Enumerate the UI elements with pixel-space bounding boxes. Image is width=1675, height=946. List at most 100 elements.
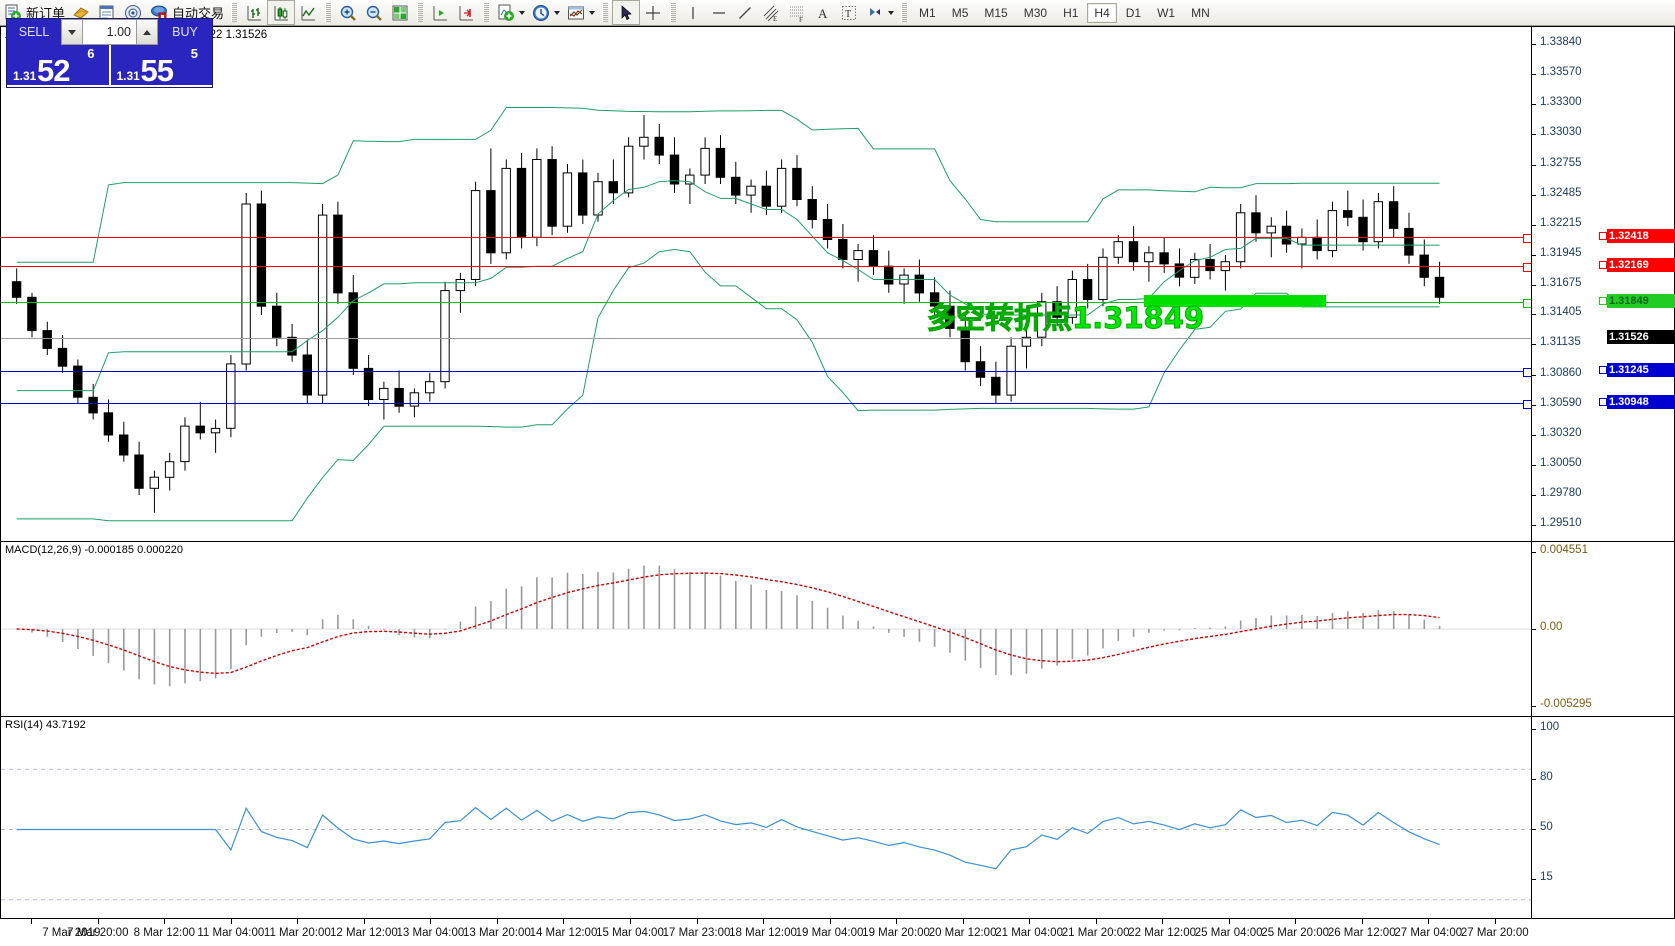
expert-advisor-button[interactable] bbox=[68, 1, 94, 24]
time-tick bbox=[1228, 919, 1230, 924]
timeframe-m5[interactable]: M5 bbox=[951, 5, 969, 20]
price-axis[interactable]: 1.33840 1.33570 1.33300 1.33030 1.32755 1.324… bbox=[1531, 27, 1674, 541]
autotrading-button[interactable]: 自动交易 bbox=[146, 1, 227, 24]
new-chart-icon bbox=[496, 3, 516, 23]
toolbar-separator bbox=[483, 3, 490, 22]
sell-button[interactable]: SELL bbox=[7, 19, 61, 45]
timeframe-m15[interactable]: M15 bbox=[984, 5, 1008, 20]
tile-windows-button[interactable] bbox=[387, 1, 413, 24]
support-line-1[interactable] bbox=[1, 368, 1531, 377]
templates-button[interactable] bbox=[563, 1, 598, 24]
time-label: 13 Mar 20:00 bbox=[463, 927, 531, 939]
time-label: 14 Mar 12:00 bbox=[529, 927, 598, 939]
timeframe-mn[interactable]: MN bbox=[1191, 5, 1210, 20]
vertical-line-button[interactable] bbox=[680, 1, 706, 24]
zoom-out-button[interactable] bbox=[361, 1, 387, 24]
time-label: 11 Mar 20:00 bbox=[263, 927, 331, 939]
time-tick bbox=[297, 919, 299, 924]
fibonacci-button[interactable]: F bbox=[784, 1, 810, 24]
volume-decrement-button[interactable] bbox=[61, 19, 83, 45]
auto-scroll-button[interactable] bbox=[453, 1, 479, 24]
new-chart-dropdown-arrow[interactable] bbox=[519, 10, 526, 15]
time-label: 27 Mar 04:00 bbox=[1394, 927, 1463, 939]
bid-price-box[interactable]: 1.31 52 6 bbox=[7, 45, 111, 88]
price-tag-resistance-1[interactable]: 1.32418 bbox=[1599, 229, 1675, 243]
equidistant-channel-button[interactable]: E bbox=[758, 1, 784, 24]
time-tick bbox=[164, 919, 166, 924]
buy-button[interactable]: BUY bbox=[158, 19, 212, 45]
period-button[interactable] bbox=[528, 1, 563, 24]
one-click-trading-panel[interactable]: SELL 1.00 BUY 1.31 52 6 1.31 55 5 bbox=[6, 18, 213, 88]
highlight-rectangle[interactable] bbox=[1144, 295, 1326, 307]
timeframe-h1[interactable]: H1 bbox=[1063, 5, 1079, 20]
macd-pane[interactable]: MACD(12,26,9) -0.000185 0.000220 0.00455… bbox=[1, 542, 1674, 717]
price-tag-support-2[interactable]: 1.30948 bbox=[1599, 395, 1675, 409]
resistance-line-2[interactable] bbox=[1, 263, 1531, 272]
timeframe-d1[interactable]: D1 bbox=[1125, 5, 1142, 20]
time-label: 25 Mar 20:00 bbox=[1261, 927, 1330, 939]
ask-price-box[interactable]: 1.31 55 5 bbox=[110, 45, 212, 88]
text-icon: A bbox=[813, 3, 833, 23]
price-tag-pivot[interactable]: 1.31849 bbox=[1599, 294, 1675, 308]
chart-window[interactable]: GBPUSD-,H4 1.31737 1.31880 1.31522 1.315… bbox=[0, 26, 1675, 946]
time-tick bbox=[563, 919, 565, 924]
vertical-line-icon bbox=[683, 3, 703, 23]
shapes-button[interactable] bbox=[862, 1, 897, 24]
chart-annotation-text[interactable]: 多空转折点1.31849 bbox=[926, 301, 1205, 336]
volume-increment-button[interactable] bbox=[136, 19, 158, 45]
shapes-dropdown-arrow[interactable] bbox=[888, 10, 895, 15]
timeframe-h4[interactable]: H4 bbox=[1087, 2, 1117, 23]
time-label: 12 Mar 12:00 bbox=[330, 927, 398, 939]
resistance-line-1[interactable] bbox=[1, 234, 1531, 243]
time-tick bbox=[1162, 919, 1164, 924]
pivot-line[interactable] bbox=[1, 299, 1531, 308]
timeframe-m30[interactable]: M30 bbox=[1023, 5, 1048, 20]
data-window-button[interactable] bbox=[94, 1, 120, 24]
macd-label: MACD(12,26,9) -0.000185 0.000220 bbox=[5, 544, 183, 556]
bar-chart-icon bbox=[244, 3, 264, 23]
timeframe-w1[interactable]: W1 bbox=[1157, 5, 1176, 20]
rsi-plot-area[interactable] bbox=[1, 717, 1531, 945]
line-chart-button[interactable] bbox=[295, 1, 321, 24]
expert-advisor-icon bbox=[71, 3, 91, 23]
price-tag-support-1[interactable]: 1.31245 bbox=[1599, 363, 1675, 377]
toolbar-separator bbox=[417, 3, 424, 22]
horizontal-line-button[interactable] bbox=[706, 1, 732, 24]
time-label: 19 Mar 20:00 bbox=[862, 927, 930, 939]
trendline-button[interactable] bbox=[732, 1, 758, 24]
zoom-in-button[interactable] bbox=[335, 1, 361, 24]
volume-field[interactable]: 1.00 bbox=[61, 19, 158, 45]
templates-dropdown-arrow[interactable] bbox=[589, 10, 596, 15]
bar-chart-button[interactable] bbox=[241, 1, 267, 24]
time-label: 25 Mar 04:00 bbox=[1194, 927, 1263, 939]
auto-scroll-icon bbox=[456, 3, 476, 23]
shift-end-button[interactable] bbox=[427, 1, 453, 24]
price-chart-svg bbox=[11, 107, 1445, 522]
cursor-button[interactable] bbox=[612, 0, 641, 25]
price-tag-last-price: 1.31526 bbox=[1607, 330, 1675, 344]
rsi-pane[interactable]: RSI(14) 43.7192 1008050150 bbox=[1, 717, 1674, 945]
crosshair-button[interactable] bbox=[640, 1, 666, 24]
timeframe-group: M1 M5 M15 M30 H1 H4 D1 W1 MN bbox=[911, 2, 1218, 23]
text-button[interactable]: A bbox=[810, 1, 836, 24]
price-tag-resistance-2[interactable]: 1.32169 bbox=[1599, 258, 1675, 272]
volume-value[interactable]: 1.00 bbox=[83, 19, 136, 45]
new-chart-button[interactable] bbox=[493, 1, 528, 24]
timeframe-m1[interactable]: M1 bbox=[919, 5, 936, 20]
time-label: 27 Mar 20:00 bbox=[1460, 927, 1529, 939]
ask-big-digits: 55 bbox=[140, 53, 174, 88]
price-plot-area[interactable]: 多空转折点1.31849 bbox=[1, 27, 1531, 541]
period-dropdown-arrow[interactable] bbox=[554, 10, 561, 15]
main-toolbar: 新订单 bbox=[0, 0, 1675, 26]
navigator-button[interactable] bbox=[120, 1, 146, 24]
candlestick-chart-button[interactable] bbox=[267, 0, 296, 25]
macd-plot-area[interactable] bbox=[1, 542, 1531, 716]
text-label-button[interactable]: T bbox=[836, 1, 862, 24]
price-pane[interactable]: GBPUSD-,H4 1.31737 1.31880 1.31522 1.315… bbox=[1, 27, 1674, 542]
cursor-icon bbox=[616, 3, 636, 23]
toolbar-separator bbox=[670, 3, 677, 22]
macd-chart-svg bbox=[1, 565, 1531, 687]
bid-prefix: 1.31 bbox=[13, 69, 37, 83]
support-line-2[interactable] bbox=[1, 400, 1531, 409]
time-label: 18 Mar 12:00 bbox=[729, 927, 797, 939]
